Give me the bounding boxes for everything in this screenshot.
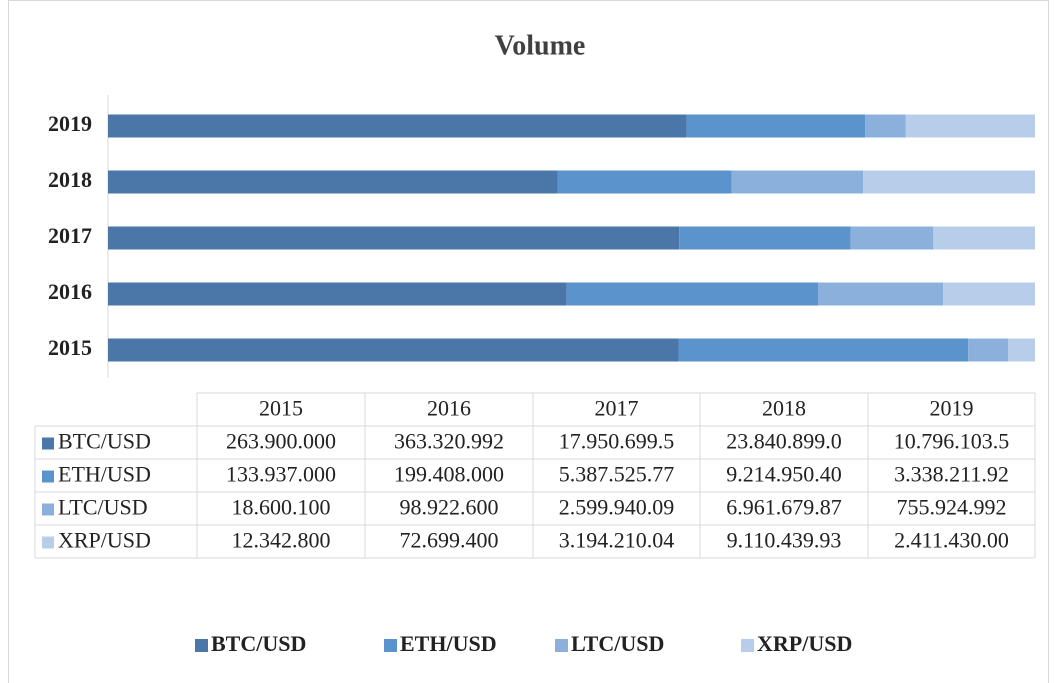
y-tick-label: 2017 (48, 223, 92, 248)
bar-segment (818, 282, 944, 306)
legend-key (195, 639, 208, 652)
table-cell: 17.950.699.5 (559, 429, 675, 454)
bar-segment (108, 338, 679, 362)
bar-segment (933, 226, 1035, 250)
y-tick-label: 2015 (48, 335, 92, 360)
table-legend-key (42, 437, 54, 450)
table-row-label: LTC/USD (58, 495, 148, 520)
bar-segment (968, 338, 1009, 362)
bar-segment (686, 114, 866, 138)
bar-segment (678, 338, 969, 362)
table-cell: 10.796.103.5 (894, 429, 1010, 454)
bar-segment (863, 170, 1035, 194)
legend-label: BTC/USD (211, 631, 306, 656)
table-cell: 263.900.000 (226, 429, 336, 454)
table-cell: 199.408.000 (394, 462, 504, 487)
bar-segment (731, 170, 864, 194)
bar-segment (108, 226, 680, 250)
table-cell: 9.110.439.93 (727, 528, 842, 553)
bar-segment (566, 282, 819, 306)
table-cell: 18.600.100 (232, 495, 331, 520)
table-header: 2017 (595, 396, 639, 421)
table-cell: 3.338.211.92 (894, 462, 1009, 487)
bar-segment (865, 114, 906, 138)
bar-segment (905, 114, 1035, 138)
table-legend-key (42, 536, 54, 549)
table-header: 2018 (762, 396, 806, 421)
table-legend-key (42, 470, 54, 483)
legend-key (741, 639, 754, 652)
legend-label: XRP/USD (757, 631, 852, 656)
bar-segment (850, 226, 934, 250)
chart-title: Volume (495, 30, 586, 61)
table-cell: 2.599.940.09 (559, 495, 675, 520)
table-cell: 12.342.800 (232, 528, 331, 553)
table-legend-key (42, 503, 54, 516)
bar-segment (943, 282, 1035, 306)
table-cell: 72.699.400 (400, 528, 499, 553)
table-header: 2016 (427, 396, 471, 421)
bar-segment (108, 114, 687, 138)
bar-segment (1008, 338, 1035, 362)
table-cell: 98.922.600 (400, 495, 499, 520)
table-row-label: BTC/USD (58, 429, 151, 454)
legend-key (555, 639, 568, 652)
bar-segment (557, 170, 732, 194)
bar-segment (679, 226, 851, 250)
legend-label: ETH/USD (400, 631, 497, 656)
table-row-label: XRP/USD (58, 528, 151, 553)
legend-label: LTC/USD (571, 631, 664, 656)
legend-key (384, 639, 397, 652)
table-cell: 2.411.430.00 (894, 528, 1009, 553)
table-header: 2019 (930, 396, 974, 421)
table-cell: 363.320.992 (394, 429, 504, 454)
y-tick-label: 2019 (48, 111, 92, 136)
table-header: 2015 (259, 396, 303, 421)
y-tick-label: 2016 (48, 279, 92, 304)
table-cell: 3.194.210.04 (559, 528, 675, 553)
table-cell: 9.214.950.40 (726, 462, 842, 487)
table-cell: 23.840.899.0 (726, 429, 842, 454)
table-cell: 133.937.000 (226, 462, 336, 487)
table-cell: 755.924.992 (897, 495, 1007, 520)
y-tick-label: 2018 (48, 167, 92, 192)
table-cell: 5.387.525.77 (559, 462, 675, 487)
table-row-label: ETH/USD (58, 462, 151, 487)
bar-segment (108, 170, 558, 194)
table-cell: 6.961.679.87 (726, 495, 842, 520)
bar-segment (108, 282, 567, 306)
